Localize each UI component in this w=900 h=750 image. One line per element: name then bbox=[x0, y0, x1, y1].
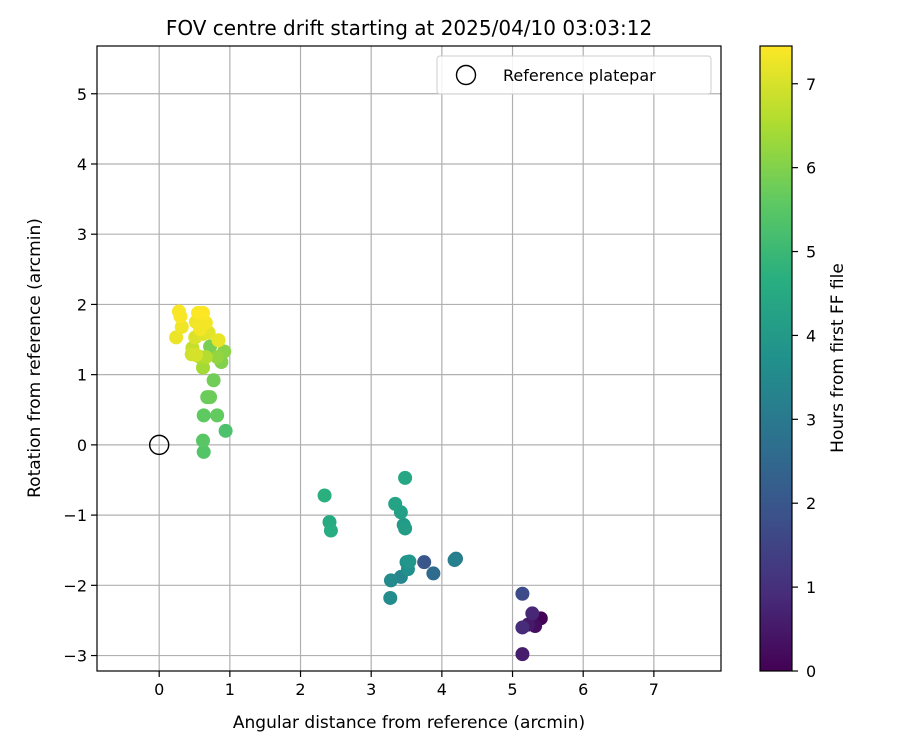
colorbar-tick-label: 2 bbox=[806, 494, 816, 513]
colorbar-tick-label: 7 bbox=[806, 75, 816, 94]
data-point bbox=[515, 586, 530, 601]
data-points bbox=[169, 304, 548, 662]
data-point bbox=[173, 309, 188, 324]
colorbar-label: Hours from first FF file bbox=[828, 263, 848, 453]
x-axis-ticks: 0 1 2 3 4 5 6 7 bbox=[154, 671, 659, 699]
legend-box bbox=[436, 55, 712, 95]
y-axis-ticks: −3 −2 −1 0 1 2 3 4 5 bbox=[63, 85, 97, 666]
x-axis-label: Angular distance from reference (arcmin) bbox=[233, 713, 585, 733]
reference-point bbox=[148, 434, 170, 456]
x-tick-label: 4 bbox=[437, 680, 447, 699]
data-point bbox=[515, 647, 530, 662]
y-tick-label: 0 bbox=[77, 436, 87, 455]
colorbar-tick-label: 1 bbox=[806, 578, 816, 597]
data-point bbox=[196, 433, 211, 448]
chart-title: FOV centre drift starting at 2025/04/10 … bbox=[166, 16, 652, 40]
data-point bbox=[323, 523, 338, 538]
data-point bbox=[196, 408, 211, 423]
colorbar: 0 1 2 3 4 5 6 7 Hours from first FF file bbox=[759, 45, 848, 681]
y-tick-label: 5 bbox=[77, 85, 87, 104]
data-point bbox=[188, 347, 203, 362]
legend-marker bbox=[455, 64, 477, 86]
colorbar-ticks: 0 1 2 3 4 5 6 7 bbox=[792, 75, 816, 681]
data-point bbox=[426, 566, 441, 581]
data-point bbox=[196, 360, 211, 375]
reference-marker bbox=[148, 434, 170, 456]
y-axis-label: Rotation from reference (arcmin) bbox=[25, 218, 45, 498]
data-point bbox=[383, 573, 398, 588]
data-point bbox=[417, 555, 432, 570]
data-point bbox=[206, 373, 221, 388]
colorbar-tick-label: 5 bbox=[806, 243, 816, 262]
y-tick-label: 3 bbox=[77, 225, 87, 244]
data-point bbox=[317, 488, 332, 503]
x-tick-label: 7 bbox=[649, 680, 659, 699]
data-point bbox=[203, 390, 218, 405]
data-point bbox=[388, 496, 403, 511]
x-tick-label: 5 bbox=[507, 680, 517, 699]
legend: Reference platepar bbox=[436, 55, 712, 95]
data-point bbox=[218, 423, 233, 438]
data-point bbox=[210, 408, 225, 423]
x-tick-label: 0 bbox=[154, 680, 164, 699]
data-point bbox=[211, 333, 226, 348]
data-point bbox=[169, 330, 184, 345]
colorbar-tick-label: 0 bbox=[806, 662, 816, 681]
x-tick-label: 6 bbox=[578, 680, 588, 699]
data-point bbox=[398, 521, 413, 536]
y-tick-label: 4 bbox=[77, 155, 87, 174]
legend-label: Reference platepar bbox=[503, 66, 656, 85]
x-tick-label: 2 bbox=[295, 680, 305, 699]
y-tick-label: 2 bbox=[77, 295, 87, 314]
colorbar-tick-label: 6 bbox=[806, 159, 816, 178]
x-tick-label: 3 bbox=[366, 680, 376, 699]
data-point bbox=[210, 350, 225, 365]
data-point bbox=[196, 305, 211, 320]
data-point bbox=[383, 590, 398, 605]
y-tick-label: −3 bbox=[63, 647, 87, 666]
colorbar-tick-label: 4 bbox=[806, 326, 816, 345]
colorbar-tick-label: 3 bbox=[806, 410, 816, 429]
data-point bbox=[525, 606, 540, 621]
data-point bbox=[196, 444, 211, 459]
y-tick-label: 1 bbox=[77, 366, 87, 385]
plot-frame bbox=[96, 45, 722, 672]
x-tick-label: 1 bbox=[225, 680, 235, 699]
data-point bbox=[447, 553, 462, 568]
y-tick-label: −2 bbox=[63, 576, 87, 595]
data-point bbox=[515, 620, 530, 635]
y-tick-label: −1 bbox=[63, 506, 87, 525]
data-point bbox=[174, 319, 189, 334]
data-point bbox=[398, 470, 413, 485]
colorbar-gradient bbox=[759, 45, 793, 672]
data-point bbox=[402, 554, 417, 569]
